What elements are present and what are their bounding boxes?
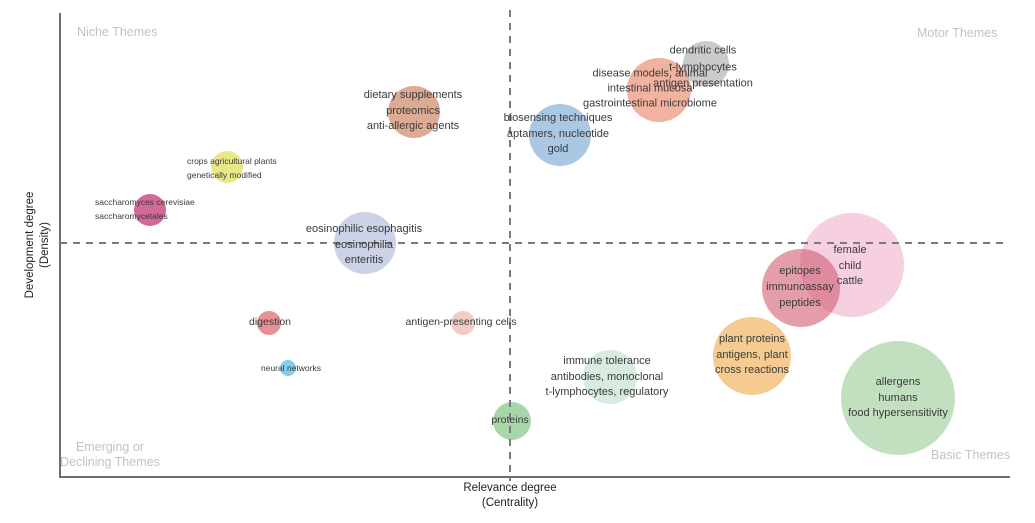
theme-label-line: t-lymphocytes — [669, 60, 737, 73]
theme-label-line: food hypersensitivity — [848, 406, 948, 419]
theme-label-dendritic-cells: dendritic cells t-lymphocytes antigen pres… — [653, 42, 753, 92]
theme-label-epitopes-immunoassay: epitopes immunoassay peptides — [766, 263, 834, 311]
theme-bubble-dendritic-cells — [683, 41, 729, 87]
theme-label-line: enteritis — [344, 253, 384, 266]
theme-bubble-disease-models-animal — [627, 58, 691, 122]
theme-bubble-epitopes-immunoassay — [762, 249, 840, 327]
x-axis-label-line1: Relevance degree — [463, 482, 557, 494]
theme-label-line: gastrointestinal microbiome — [583, 97, 717, 110]
quadrant-label-motor-themes: Motor Themes — [917, 26, 998, 40]
theme-label-line: peptides — [779, 297, 821, 309]
centrality-median-dashed-line — [509, 10, 511, 481]
theme-label-neural-networks: neural networks — [261, 362, 321, 374]
theme-label-line: plant proteins — [718, 332, 786, 345]
theme-label-line: child — [838, 259, 862, 272]
theme-label-saccharomyces-cerevisiae: saccharomyces cerevisiae saccharomycetale… — [95, 195, 195, 223]
y-axis-label-line1: Development degree — [24, 191, 36, 299]
theme-bubble-plant-proteins — [713, 317, 791, 395]
x-axis-line — [59, 476, 1010, 478]
theme-label-line: biosensing techniques — [503, 111, 613, 124]
theme-label-line: epitopes — [779, 265, 821, 277]
theme-label-proteins: proteins — [491, 413, 528, 427]
y-axis-label-line2: (Density) — [39, 221, 51, 269]
y-axis-line — [59, 13, 61, 478]
density-median-dashed-line — [60, 242, 1006, 244]
theme-label-line: intestinal mucosa — [607, 82, 693, 95]
theme-label-line: disease models, animal — [592, 67, 708, 80]
quadrant-label-emerging-line2: Declining Themes — [60, 455, 160, 469]
theme-label-line: allergens — [875, 375, 921, 388]
theme-label-line: anti-allergic agents — [366, 119, 460, 132]
theme-label-line: cattle — [836, 274, 864, 287]
x-axis-label: Relevance degree (Centrality) — [463, 481, 556, 511]
theme-label-line: immune tolerance — [563, 354, 651, 367]
theme-label-line: aptamers, nucleotide — [506, 127, 610, 140]
theme-bubble-antigen-presenting-cells — [451, 311, 475, 335]
theme-label-crops-agricultural-plants: crops agricultural plants genetically mod… — [187, 154, 277, 182]
quadrant-label-niche-themes: Niche Themes — [77, 25, 158, 39]
theme-label-line: antigen-presenting cells — [405, 316, 517, 328]
theme-label-line: digestion — [248, 316, 292, 328]
theme-label-line: crops agricultural plants — [187, 156, 277, 166]
theme-label-disease-models-animal: disease models, animal intestinal mucosa g… — [583, 67, 717, 112]
theme-label-line: t-lymphocytes, regulatory — [545, 385, 669, 398]
quadrant-label-emerging-declining-themes: Emerging or Declining Themes — [60, 440, 160, 470]
theme-bubble-allergens-humans — [841, 341, 955, 455]
theme-label-digestion: digestion — [249, 315, 291, 329]
theme-label-line: cross reactions — [715, 363, 789, 376]
theme-bubble-immune-tolerance — [583, 350, 637, 404]
theme-label-line: saccharomycetales — [95, 211, 168, 221]
theme-label-antigen-presenting-cells: antigen-presenting cells — [406, 315, 517, 329]
theme-label-line: proteomics — [386, 104, 440, 117]
theme-label-line: gold — [547, 142, 569, 155]
theme-label-line: eosinophilia — [334, 238, 394, 251]
theme-label-line: humans — [878, 391, 918, 404]
theme-label-line: antigens, plant — [716, 348, 788, 361]
theme-label-line: genetically modified — [187, 170, 262, 180]
theme-bubble-proteins — [493, 402, 531, 440]
theme-label-eosinophilic-esophagitis: eosinophilic esophagitis eosinophilia ente… — [306, 222, 422, 269]
theme-label-female-child-cattle: female child cattle — [833, 243, 866, 290]
theme-bubble-neural-networks — [280, 360, 296, 376]
theme-label-line: dendritic cells — [669, 44, 737, 57]
theme-label-line: antigen presentation — [653, 77, 753, 90]
theme-label-line: saccharomyces cerevisiae — [95, 197, 195, 207]
theme-label-dietary-supplements: dietary supplements proteomics anti-allerg… — [364, 88, 462, 135]
theme-bubble-biosensing-techniques — [529, 104, 591, 166]
y-axis-label: Development degree (Density) — [23, 192, 53, 299]
theme-label-line: immunoassay — [766, 281, 834, 293]
theme-bubble-crops-agricultural-plants — [211, 151, 243, 183]
theme-label-plant-proteins: plant proteins antigens, plant cross react… — [715, 332, 789, 379]
theme-label-line: antibodies, monoclonal — [550, 370, 664, 383]
theme-label-biosensing-techniques: biosensing techniques aptamers, nucleotid… — [504, 111, 613, 158]
theme-label-line: eosinophilic esophagitis — [305, 222, 423, 235]
theme-label-line: female — [833, 243, 867, 256]
theme-bubble-digestion — [257, 311, 281, 335]
quadrant-label-basic-themes: Basic Themes — [931, 448, 1010, 462]
theme-label-immune-tolerance: immune tolerance antibodies, monoclonal t-… — [546, 354, 669, 401]
theme-label-line: proteins — [491, 414, 529, 426]
theme-bubble-dietary-supplements — [388, 86, 440, 138]
theme-label-line: neural networks — [260, 363, 322, 373]
theme-label-allergens-humans: allergens humans food hypersensitivity — [848, 375, 948, 422]
theme-label-line: dietary supplements — [363, 88, 463, 101]
x-axis-label-line2: (Centrality) — [481, 497, 539, 509]
quadrant-label-emerging-line1: Emerging or — [75, 440, 144, 454]
theme-bubble-saccharomyces-cerevisiae — [134, 194, 166, 226]
